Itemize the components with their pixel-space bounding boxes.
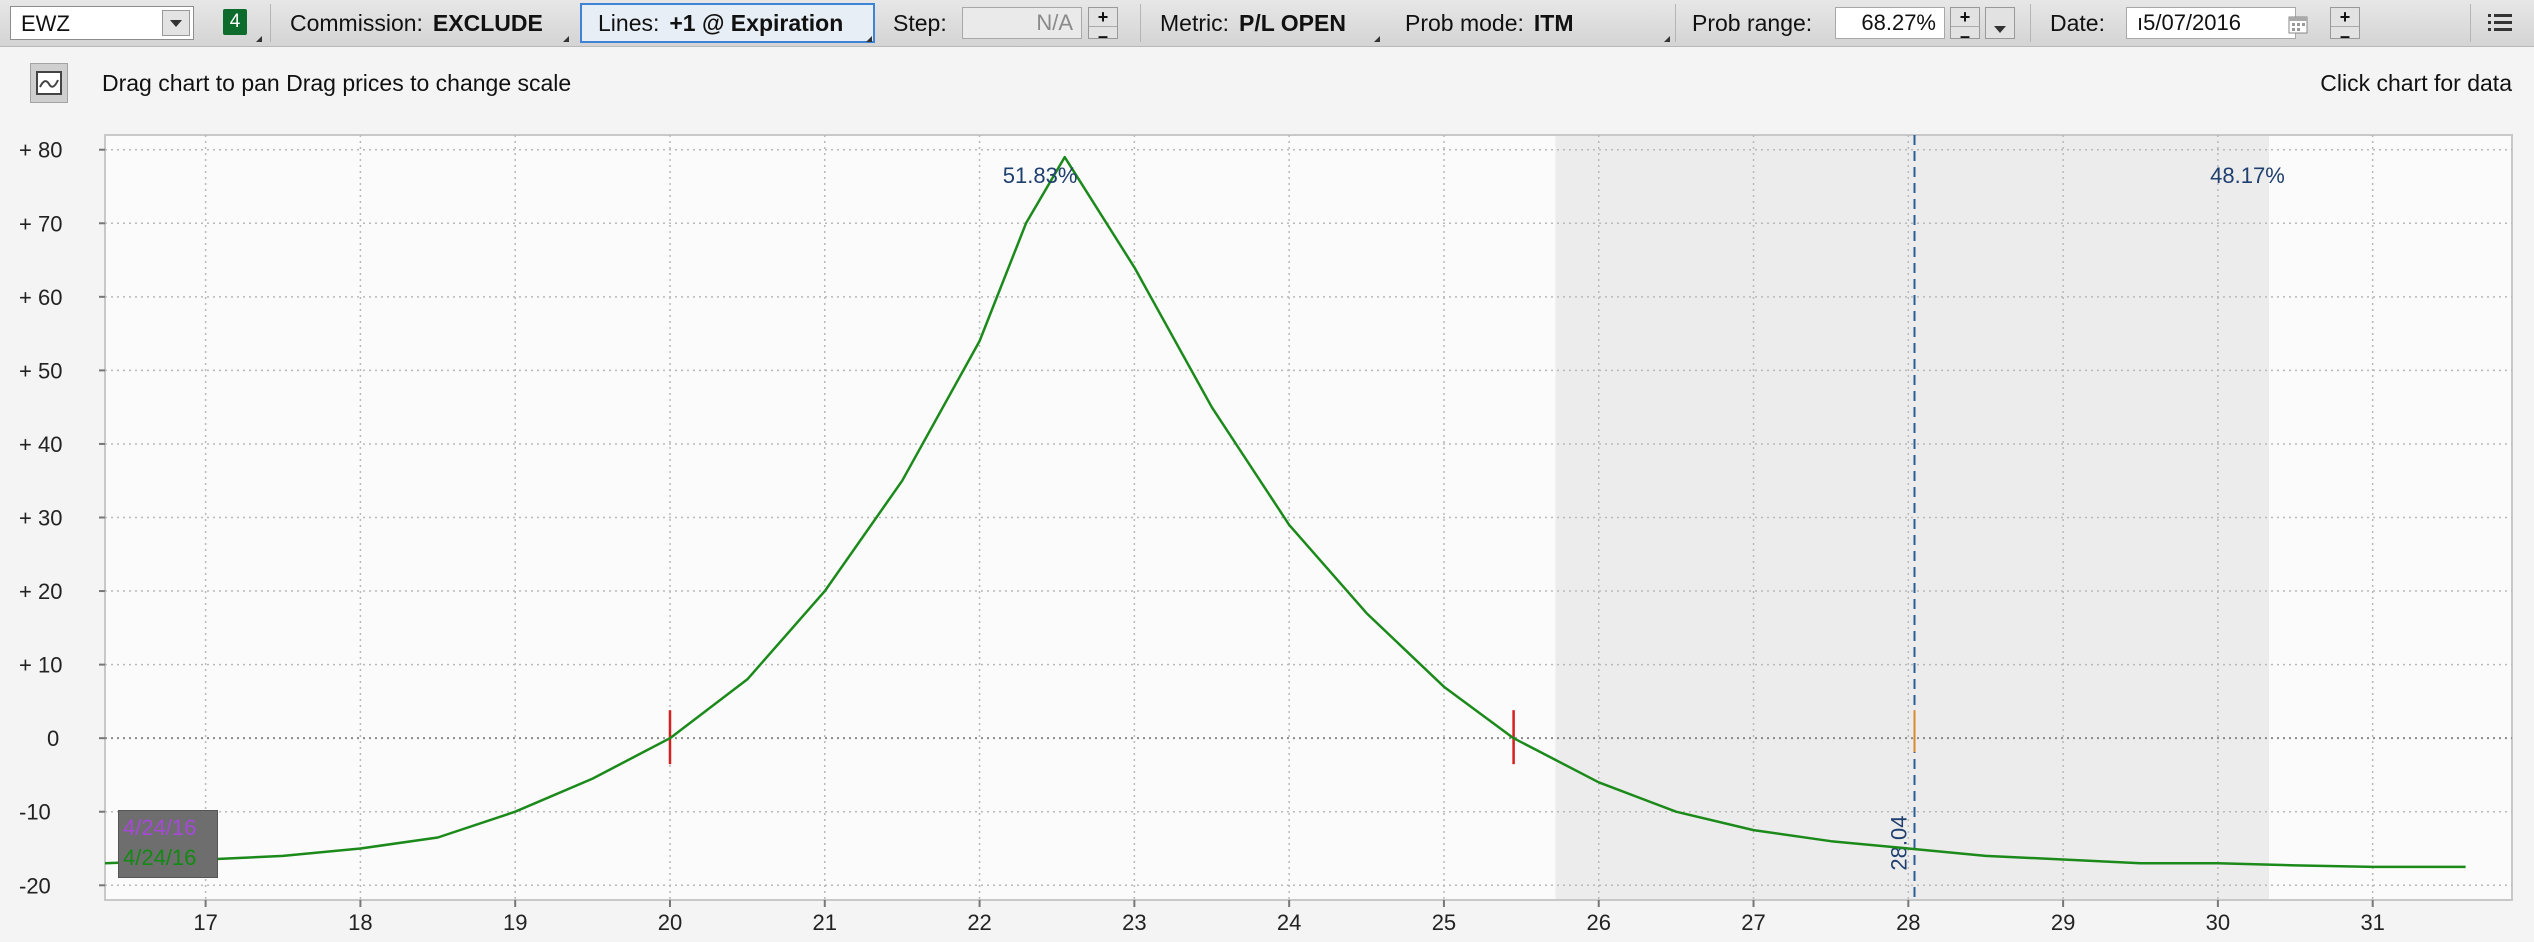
y-tick-label: + 40 <box>19 432 62 457</box>
lines-value: +1 @ Expiration <box>669 9 844 36</box>
x-tick-label: 21 <box>813 910 837 935</box>
x-tick-label: 30 <box>2206 910 2230 935</box>
date-label: Date: <box>2050 9 2105 36</box>
x-tick-label: 27 <box>1741 910 1765 935</box>
menu-icon[interactable] <box>2488 12 2512 39</box>
y-tick-label: + 60 <box>19 285 62 310</box>
metric-control[interactable]: Metric: P/L OPEN <box>1160 0 1346 46</box>
y-tick-label: + 10 <box>19 653 62 678</box>
corner-marker <box>563 36 569 42</box>
probrange-input[interactable]: 68.27% <box>1835 7 1945 39</box>
legend-date-2: 4/24/16 <box>123 845 197 870</box>
corner-marker <box>1374 36 1380 42</box>
legend-date-1: 4/24/16 <box>123 815 197 840</box>
y-tick-label: -10 <box>19 800 51 825</box>
x-tick-label: 18 <box>348 910 372 935</box>
click-chart-hint: Click chart for data <box>2320 70 2512 96</box>
y-tick-label: + 70 <box>19 211 62 236</box>
x-tick-label: 19 <box>503 910 527 935</box>
y-tick-label: + 50 <box>19 358 62 383</box>
risk-profile-chart[interactable]: + 80 + 70 + 60 + 50 + 40 + 30 + 20 + 10 0 -10 -20 1… <box>0 130 2534 942</box>
commission-label: Commission: <box>290 9 423 36</box>
y-tick-label: + 80 <box>19 138 62 163</box>
y-tick-label: -20 <box>19 873 51 898</box>
metric-label: Metric: <box>1160 9 1229 36</box>
step-input[interactable]: N/A <box>962 7 1082 39</box>
step-label: Step: <box>893 9 947 36</box>
commission-value: EXCLUDE <box>432 9 543 36</box>
commission-control[interactable]: Commission: EXCLUDE <box>290 0 543 46</box>
date-value: ı5/07/2016 <box>2137 10 2241 35</box>
calendar-icon[interactable] <box>2287 13 2309 40</box>
chevron-down-icon[interactable] <box>162 10 190 36</box>
x-tick-label: 24 <box>1277 910 1301 935</box>
chart-icon[interactable] <box>30 63 68 103</box>
toolbar: EWZ 4 Commission: EXCLUDE Lines: +1 @ Ex… <box>0 0 2534 47</box>
y-tick-label: + 20 <box>19 579 62 604</box>
probmode-value: ITM <box>1533 9 1574 36</box>
probability-label: 51.83% <box>1003 163 1078 188</box>
y-tick-label: 0 <box>47 726 59 751</box>
x-tick-label: 20 <box>658 910 682 935</box>
date-input[interactable]: ı5/07/2016 <box>2126 7 2296 39</box>
lines-control[interactable]: Lines: +1 @ Expiration <box>580 3 875 43</box>
probability-label: 48.17% <box>2210 163 2285 188</box>
y-tick-label: + 30 <box>19 506 62 531</box>
pl-series-line <box>104 155 2466 869</box>
date-legend: 4/24/16 4/24/16 <box>118 810 218 878</box>
x-tick-label: 23 <box>1122 910 1146 935</box>
x-tick-label: 28 <box>1896 910 1920 935</box>
x-tick-label: 25 <box>1432 910 1456 935</box>
corner-marker <box>256 36 262 42</box>
x-tick-label: 26 <box>1586 910 1610 935</box>
probmode-control[interactable]: Prob mode: ITM <box>1405 0 1574 46</box>
date-stepper[interactable]: + – <box>2330 7 2360 45</box>
metric-value: P/L OPEN <box>1239 9 1346 36</box>
probmode-label: Prob mode: <box>1405 9 1524 36</box>
probrange-label: Prob range: <box>1692 9 1813 36</box>
x-tick-label: 29 <box>2051 910 2075 935</box>
x-tick-label: 31 <box>2360 910 2384 935</box>
x-tick-label: 22 <box>967 910 991 935</box>
x-tick-label: 17 <box>193 910 217 935</box>
corner-marker <box>866 36 872 42</box>
symbol-value: EWZ <box>21 11 70 36</box>
current-price-label: 28.04 <box>1887 816 1912 871</box>
lines-label: Lines: <box>598 9 660 36</box>
link-badge[interactable]: 4 <box>223 9 247 35</box>
chevron-down-icon[interactable] <box>1985 7 2015 39</box>
step-stepper[interactable]: + – <box>1088 7 1118 45</box>
probrange-stepper[interactable]: + – <box>1950 7 1980 45</box>
corner-marker <box>1664 36 1670 42</box>
chart-hint: Drag chart to pan Drag prices to change … <box>102 70 572 96</box>
symbol-selector[interactable]: EWZ <box>10 6 194 40</box>
